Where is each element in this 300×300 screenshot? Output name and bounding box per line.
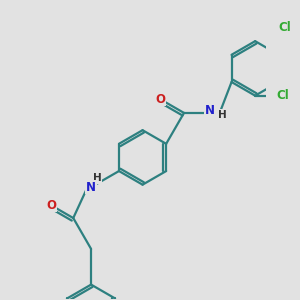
Text: N: N (205, 104, 215, 117)
Text: Cl: Cl (278, 20, 291, 34)
Text: Cl: Cl (276, 89, 289, 102)
Text: H: H (93, 173, 101, 183)
Text: O: O (46, 199, 56, 212)
Text: O: O (155, 93, 165, 106)
Text: H: H (218, 110, 227, 120)
Text: N: N (86, 181, 96, 194)
